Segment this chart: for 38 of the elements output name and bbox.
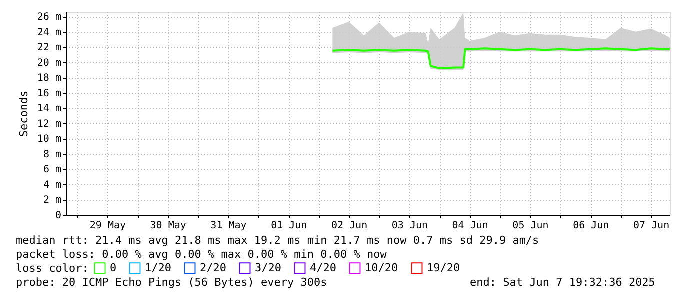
x-tick-label: 03 Jun xyxy=(392,220,428,232)
text: packet loss: 0.00 % avg 0.00 % max 0.00 % min 0.00 % now xyxy=(16,248,388,261)
legend-label: 3/20 xyxy=(255,261,282,274)
x-tick-label: 31 May xyxy=(210,220,247,232)
line-series xyxy=(332,48,671,70)
y-axis-title: Seconds xyxy=(17,90,30,138)
x-tick-label: 07 Jun xyxy=(633,220,670,232)
y-tick-label: 16 m xyxy=(37,88,62,100)
legend-label: 10/20 xyxy=(365,261,398,274)
x-tick-label: 05 Jun xyxy=(512,220,549,232)
x-tick-label: 06 Jun xyxy=(573,220,610,232)
y-tick-label: 20 m xyxy=(37,58,62,69)
y-tick-label: 18 m xyxy=(37,73,62,84)
y-tick-label: 2 m xyxy=(43,195,62,206)
x-tick-label: 04 Jun xyxy=(452,220,488,232)
x-tick-label: 01 Jun xyxy=(271,220,308,232)
y-tick-label: 10 m xyxy=(37,134,62,146)
y-tick-label: 26 m xyxy=(37,12,62,24)
y-tick-label: 0 xyxy=(55,210,62,222)
y-tick-label: 24 m xyxy=(37,27,62,38)
text: end: Sat Jun 7 19:32:36 2025 xyxy=(470,276,656,289)
legend-label: 1/20 xyxy=(145,261,172,274)
y-tick-label: 14 m xyxy=(37,104,62,115)
y-tick-label: 4 m xyxy=(43,180,62,191)
x-tick-label: 02 Jun xyxy=(331,220,368,232)
y-tick-label: 8 m xyxy=(43,149,62,160)
legend-label: 19/20 xyxy=(427,261,460,274)
x-tick-label: 29 May xyxy=(90,220,126,232)
text: probe: 20 ICMP Echo Pings (56 Bytes) every 300s xyxy=(16,276,328,289)
y-tick-label: 6 m xyxy=(43,164,62,176)
y-tick-label: 12 m xyxy=(37,118,62,130)
y-tick-label: 22 m xyxy=(37,42,62,54)
legend-label: 2/20 xyxy=(200,261,226,274)
text: median rtt: 21.4 ms avg 21.8 ms max 19.2 ms min 21.7 ms now 0.7 ms sd 29.9 am/s xyxy=(16,234,540,247)
legend-label: 4/20 xyxy=(310,261,336,274)
legend-label: 0 xyxy=(110,261,117,274)
legend-title: loss color: xyxy=(16,262,89,275)
x-tick-label: 30 May xyxy=(150,220,186,232)
